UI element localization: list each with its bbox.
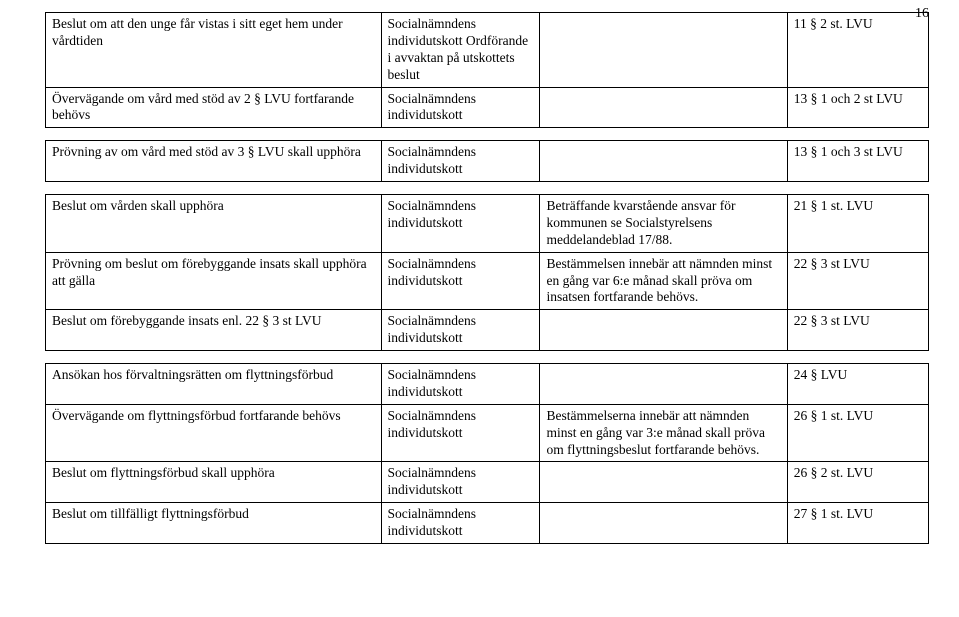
table-row: Övervägande om flyttningsförbud fortfara… (46, 404, 929, 462)
table-cell: Socialnämndens individutskott (381, 310, 540, 351)
table-row: Prövning av om vård med stöd av 3 § LVU … (46, 141, 929, 182)
table-cell: Övervägande om flyttningsförbud fortfara… (46, 404, 382, 462)
table-cell: Socialnämndens individutskott (381, 364, 540, 405)
table-cell: Socialnämndens individutskott (381, 141, 540, 182)
delegation-table: Beslut om vården skall upphöraSocialnämn… (45, 194, 929, 351)
table-cell: 26 § 1 st. LVU (787, 404, 928, 462)
table-cell: Beslut om tillfälligt flyttningsförbud (46, 503, 382, 544)
table-cell: 24 § LVU (787, 364, 928, 405)
table-cell: Socialnämndens individutskott Ordförande… (381, 13, 540, 88)
table-cell: Bestämmelsen innebär att nämnden minst e… (540, 252, 787, 310)
table-cell (540, 87, 787, 128)
table-cell: Socialnämndens individutskott (381, 252, 540, 310)
delegation-table: Beslut om att den unge får vistas i sitt… (45, 12, 929, 128)
table-cell: Beslut om att den unge får vistas i sitt… (46, 13, 382, 88)
table-cell: 13 § 1 och 3 st LVU (787, 141, 928, 182)
table-cell (540, 462, 787, 503)
table-row: Beslut om flyttningsförbud skall upphöra… (46, 462, 929, 503)
table-row: Beslut om att den unge får vistas i sitt… (46, 13, 929, 88)
table-cell: Socialnämndens individutskott (381, 462, 540, 503)
table-cell: 22 § 3 st LVU (787, 252, 928, 310)
table-row: Övervägande om vård med stöd av 2 § LVU … (46, 87, 929, 128)
table-cell: Beslut om flyttningsförbud skall upphöra (46, 462, 382, 503)
page-number: 16 (915, 6, 929, 22)
table-cell: 11 § 2 st. LVU (787, 13, 928, 88)
table-cell (540, 310, 787, 351)
table-cell: Beslut om förebyggande insats enl. 22 § … (46, 310, 382, 351)
table-cell: Bestämmelserna innebär att nämnden minst… (540, 404, 787, 462)
tables-container: Beslut om att den unge får vistas i sitt… (45, 12, 929, 544)
table-cell: Prövning om beslut om förebyggande insat… (46, 252, 382, 310)
table-cell: Beträffande kvarstående ansvar för kommu… (540, 195, 787, 253)
table-cell (540, 364, 787, 405)
table-row: Beslut om vården skall upphöraSocialnämn… (46, 195, 929, 253)
table-cell: 26 § 2 st. LVU (787, 462, 928, 503)
table-cell: Ansökan hos förvaltningsrätten om flyttn… (46, 364, 382, 405)
table-cell: Socialnämndens individutskott (381, 87, 540, 128)
table-cell (540, 141, 787, 182)
table-cell: Socialnämndens individutskott (381, 503, 540, 544)
table-cell: Socialnämndens individutskott (381, 404, 540, 462)
table-cell: 21 § 1 st. LVU (787, 195, 928, 253)
table-row: Beslut om tillfälligt flyttningsförbudSo… (46, 503, 929, 544)
table-row: Beslut om förebyggande insats enl. 22 § … (46, 310, 929, 351)
table-cell: 27 § 1 st. LVU (787, 503, 928, 544)
document-page: 16 Beslut om att den unge får vistas i s… (0, 0, 959, 617)
table-cell: 22 § 3 st LVU (787, 310, 928, 351)
table-cell (540, 13, 787, 88)
table-cell (540, 503, 787, 544)
table-row: Ansökan hos förvaltningsrätten om flyttn… (46, 364, 929, 405)
delegation-table: Prövning av om vård med stöd av 3 § LVU … (45, 140, 929, 182)
table-cell: Socialnämndens individutskott (381, 195, 540, 253)
delegation-table: Ansökan hos förvaltningsrätten om flyttn… (45, 363, 929, 544)
table-row: Prövning om beslut om förebyggande insat… (46, 252, 929, 310)
table-cell: Beslut om vården skall upphöra (46, 195, 382, 253)
table-cell: 13 § 1 och 2 st LVU (787, 87, 928, 128)
table-cell: Prövning av om vård med stöd av 3 § LVU … (46, 141, 382, 182)
table-cell: Övervägande om vård med stöd av 2 § LVU … (46, 87, 382, 128)
